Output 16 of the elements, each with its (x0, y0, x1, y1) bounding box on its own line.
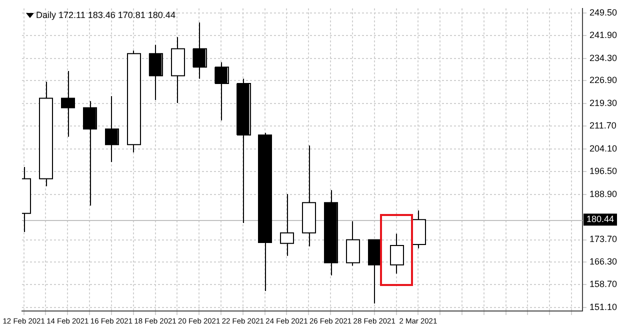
y-tick-label: 211.70 (589, 120, 616, 131)
y-tick-label: 151.10 (589, 302, 618, 312)
y-tick-label: 166.30 (589, 256, 618, 266)
y-tick-label: 173.70 (589, 234, 618, 244)
ref-line-label: 180.44 (586, 214, 614, 224)
y-tick-label: 196.50 (589, 166, 618, 176)
y-tick-label: 219.30 (589, 98, 618, 108)
chart-title: Daily 172.11 183.46 170.81 180.44 (36, 10, 176, 20)
y-tick-label: 188.90 (589, 188, 618, 199)
y-tick-label: 204.10 (589, 143, 618, 154)
y-tick-label: 241.90 (589, 30, 618, 40)
candlestick (346, 220, 360, 266)
y-tick-label: 249.50 (589, 7, 618, 18)
y-tick-label: 158.70 (589, 279, 618, 290)
y-tick-label: 226.90 (589, 75, 618, 86)
y-tick-label: 234.30 (589, 52, 618, 63)
